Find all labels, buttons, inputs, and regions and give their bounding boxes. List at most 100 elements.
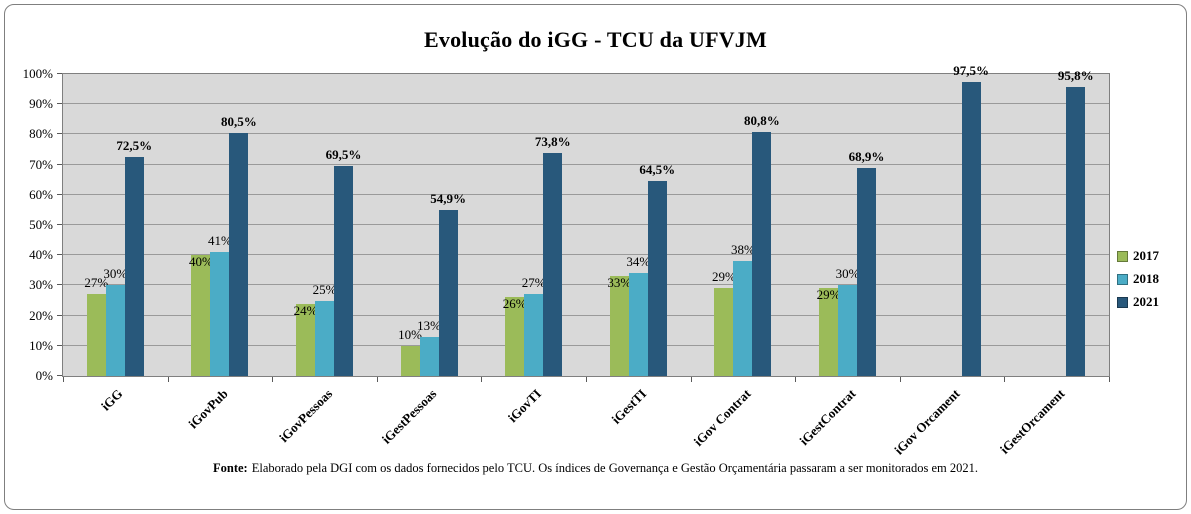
bar-2017-iGestContrat	[819, 288, 838, 376]
gridline-80	[63, 133, 1109, 135]
gridline-40	[63, 254, 1109, 256]
bar-2017-iGov-Contrat	[714, 288, 734, 376]
legend-label-2018: 2018	[1133, 271, 1159, 286]
y-axis-tick	[57, 163, 62, 165]
bar-2021-iGG	[124, 157, 144, 376]
y-axis-tick	[57, 344, 62, 346]
bar-value-label: 25%	[312, 281, 337, 297]
footer-source-label: Fonte:	[213, 461, 248, 475]
footer-note: Fonte: Elaborado pela DGI com os dados fo…	[5, 461, 1186, 476]
bar-2021-iGovTI	[543, 153, 563, 376]
bar-2018-iGov-Contrat	[733, 261, 753, 376]
bar-2017-iGovPessoas	[296, 303, 315, 376]
bar-value-label: 27%	[521, 275, 546, 291]
bar-value-label: 80,8%	[744, 112, 780, 128]
bar-2018-iGestContrat	[838, 285, 857, 376]
x-axis-tick	[167, 377, 169, 382]
bar-value-label: 40%	[188, 254, 213, 270]
legend-item-2018: 2018	[1117, 271, 1159, 287]
bar-value-label: 38%	[730, 242, 755, 258]
bar-2018-iGovTI	[524, 294, 544, 376]
bar-value-label: 69,5%	[325, 147, 362, 163]
y-tick-label: 40%	[29, 247, 53, 263]
x-category-label-iGovTI: iGovTI	[505, 386, 545, 426]
x-axis-tick	[899, 377, 901, 382]
gridline-30	[63, 284, 1109, 286]
y-axis-tick	[57, 224, 62, 225]
bar-2017-iGestTI	[609, 276, 629, 376]
y-axis-tick	[57, 133, 62, 135]
bar-value-label: 29%	[816, 287, 841, 303]
x-category-label-iGov-Orcament: iGov Orcament	[891, 386, 963, 458]
bar-value-label: 13%	[417, 317, 442, 333]
bar-2021-iGov-Contrat	[752, 131, 772, 376]
chart-frame: Evolução do iGG - TCU da UFVJM 0% 10% 20% 3…	[4, 4, 1187, 510]
bar-value-label: 24%	[293, 302, 318, 318]
x-axis-tick	[63, 377, 64, 382]
x-axis-tick	[1109, 377, 1110, 382]
gridline-60	[63, 193, 1109, 195]
y-tick-label: 80%	[29, 126, 53, 142]
bar-value-label: 29%	[711, 269, 736, 285]
x-axis-tick	[586, 377, 587, 382]
y-tick-label: 70%	[29, 156, 53, 172]
legend-swatch-2018	[1117, 273, 1128, 285]
gridline-50	[63, 224, 1109, 225]
bar-value-label: 34%	[626, 254, 651, 270]
footer-source-text: Elaborado pela DGI com os dados fornecid…	[251, 461, 978, 475]
y-axis-tick	[57, 314, 62, 316]
bar-2017-iGG	[86, 294, 106, 376]
y-axis-tick	[57, 375, 62, 376]
y-tick-label: 90%	[29, 96, 53, 112]
bar-2017-iGovPub	[191, 255, 211, 376]
bar-value-label: 41%	[207, 233, 232, 249]
y-axis-tick	[57, 73, 62, 74]
y-tick-label: 100%	[22, 66, 53, 81]
bar-2021-iGestContrat	[857, 167, 876, 376]
x-category-label-iGov-Contrat: iGov Contrat	[690, 386, 754, 449]
bar-value-label: 26%	[502, 296, 527, 312]
bar-value-label: 54,9%	[430, 191, 466, 207]
legend-swatch-2017	[1117, 250, 1128, 262]
bar-value-label: 27%	[84, 275, 109, 291]
legend-swatch-2021	[1117, 296, 1128, 308]
bar-2021-iGestPessoas	[438, 210, 458, 376]
x-axis-tick	[690, 377, 692, 382]
y-tick-label: 10%	[29, 337, 53, 353]
bar-value-label: 73,8%	[534, 134, 571, 150]
bar-value-label: 64,5%	[639, 162, 676, 178]
legend-item-2021: 2021	[1117, 294, 1159, 310]
bar-2021-iGestTI	[647, 181, 667, 376]
gridline-20	[63, 314, 1109, 316]
bar-value-label: 95,8%	[1057, 67, 1094, 83]
legend: 2017 2018 2021	[1117, 241, 1159, 317]
y-axis-tick	[57, 284, 62, 286]
bar-2018-iGovPub	[210, 252, 230, 376]
bar-value-label: 33%	[607, 275, 632, 291]
bar-2021-iGovPessoas	[334, 166, 353, 376]
x-category-label-iGestPessoas: iGestPessoas	[379, 386, 440, 447]
y-tick-label: 30%	[29, 277, 53, 293]
y-axis-tick	[57, 193, 62, 195]
x-category-label-iGovPessoas: iGovPessoas	[275, 386, 336, 446]
y-tick-label: 0%	[35, 368, 53, 383]
bar-value-label: 80,5%	[221, 113, 257, 129]
legend-item-2017: 2017	[1117, 248, 1159, 264]
bar-value-label: 10%	[398, 326, 423, 342]
x-category-label-iGestContrat: iGestContrat	[795, 386, 859, 449]
x-axis-tick	[1004, 377, 1006, 382]
plot-area: 0% 10% 20% 30% 40% 50% 60% 70% 80% 90% 100% 27% 30% 7…	[23, 63, 1110, 457]
gridline-10	[63, 344, 1109, 346]
x-category-label-iGovPub: iGovPub	[185, 386, 231, 432]
bar-value-label: 30%	[835, 266, 860, 282]
y-axis-tick	[57, 103, 62, 105]
bar-2017-iGovTI	[505, 297, 525, 376]
x-axis-tick	[272, 377, 274, 382]
legend-label-2021: 2021	[1133, 294, 1159, 309]
bar-value-label: 97,5%	[953, 62, 989, 78]
x-axis-tick	[376, 377, 378, 382]
x-category-label-iGestTI: iGestTI	[608, 386, 649, 427]
gridline-90	[63, 103, 1109, 105]
legend-label-2017: 2017	[1133, 248, 1159, 263]
